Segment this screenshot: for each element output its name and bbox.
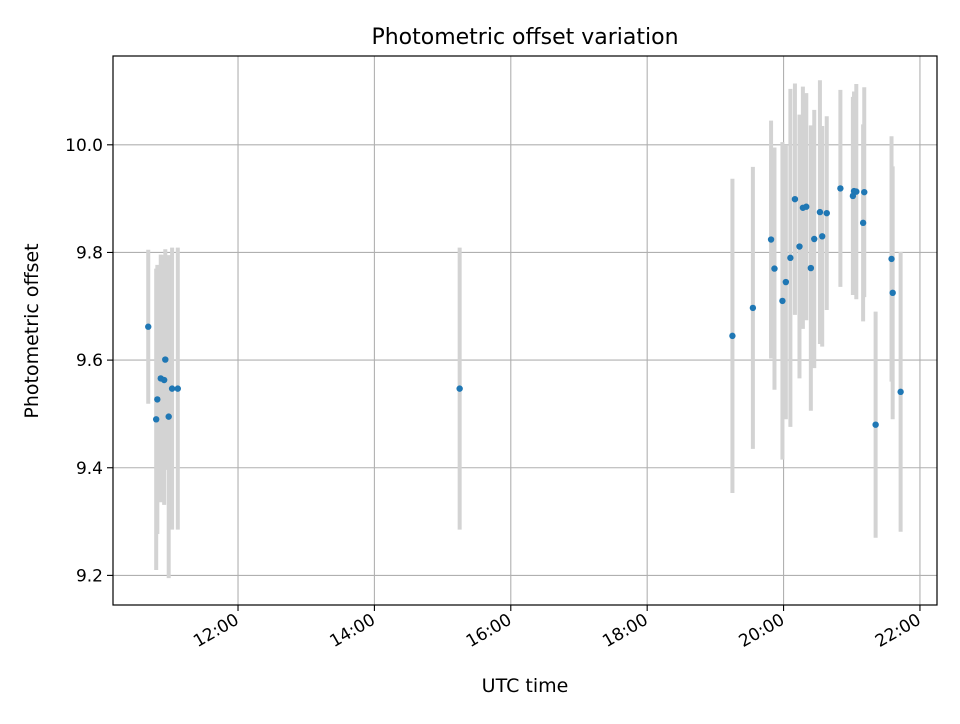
data-point [811,235,818,243]
data-point [787,254,794,262]
data-point [861,188,868,196]
data-point [849,192,857,200]
x-axis-label: UTC time [482,675,569,697]
data-point [803,203,810,210]
data-point [872,421,879,428]
y-tick-label: 9.4 [76,459,103,479]
data-point [456,385,463,392]
y-tick-label: 9.8 [76,243,103,263]
data-point [154,396,161,403]
plot-area-frame [112,55,938,606]
data-point [162,356,169,363]
x-tick-label: 16:00 [463,610,515,652]
data-point [889,289,896,297]
data-point [160,376,168,384]
y-tick-label: 9.6 [76,351,103,371]
data-point [888,255,895,263]
y-tick-label: 9.2 [76,566,103,586]
data-point [807,264,815,272]
data-point [145,323,152,330]
data-point [837,185,844,192]
data-point [779,297,786,305]
data-point [819,233,826,240]
data-points [145,185,904,428]
data-point [816,208,824,216]
data-point [165,413,172,420]
data-point [152,416,160,423]
data-point [729,332,736,340]
data-point [174,385,181,392]
data-point [897,388,904,396]
data-point [853,188,860,195]
data-point [168,385,176,392]
data-point [791,195,799,203]
data-point [767,236,775,243]
chart-title: Photometric offset variation [371,25,678,50]
y-tick-label: 10.0 [65,136,103,156]
x-tick-label: 22:00 [872,610,924,652]
data-point [771,265,778,272]
x-tick-label: 18:00 [599,610,651,652]
data-point [782,278,790,286]
error-bars [146,80,903,579]
data-point [796,243,803,250]
y-axis-label: Photometric offset [21,243,43,418]
x-tick-label: 14:00 [326,610,378,652]
data-point [823,209,830,217]
data-point [749,304,757,312]
data-point [859,219,867,227]
x-axis-ticks: 12:00 14:00 16:00 18:00 20:00 22:00 [190,605,924,652]
x-tick-label: 12:00 [190,610,242,652]
y-axis-ticks: 9.2 9.4 9.6 9.8 10.0 [65,136,113,586]
x-tick-label: 20:00 [736,610,788,652]
